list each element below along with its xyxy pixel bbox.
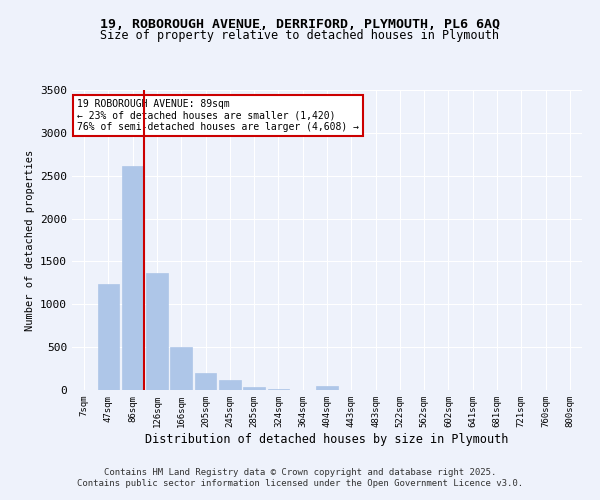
X-axis label: Distribution of detached houses by size in Plymouth: Distribution of detached houses by size … bbox=[145, 432, 509, 446]
Y-axis label: Number of detached properties: Number of detached properties bbox=[25, 150, 35, 330]
Text: Size of property relative to detached houses in Plymouth: Size of property relative to detached ho… bbox=[101, 29, 499, 42]
Bar bbox=[146, 274, 168, 390]
Text: Contains HM Land Registry data © Crown copyright and database right 2025.
Contai: Contains HM Land Registry data © Crown c… bbox=[77, 468, 523, 487]
Bar bbox=[316, 386, 338, 390]
Text: 19, ROBOROUGH AVENUE, DERRIFORD, PLYMOUTH, PL6 6AQ: 19, ROBOROUGH AVENUE, DERRIFORD, PLYMOUT… bbox=[100, 18, 500, 30]
Text: 19 ROBOROUGH AVENUE: 89sqm
← 23% of detached houses are smaller (1,420)
76% of s: 19 ROBOROUGH AVENUE: 89sqm ← 23% of deta… bbox=[77, 99, 359, 132]
Bar bbox=[194, 373, 217, 390]
Bar bbox=[268, 389, 289, 390]
Bar bbox=[170, 347, 192, 390]
Bar bbox=[243, 386, 265, 390]
Bar bbox=[122, 166, 143, 390]
Bar bbox=[97, 284, 119, 390]
Bar bbox=[219, 380, 241, 390]
